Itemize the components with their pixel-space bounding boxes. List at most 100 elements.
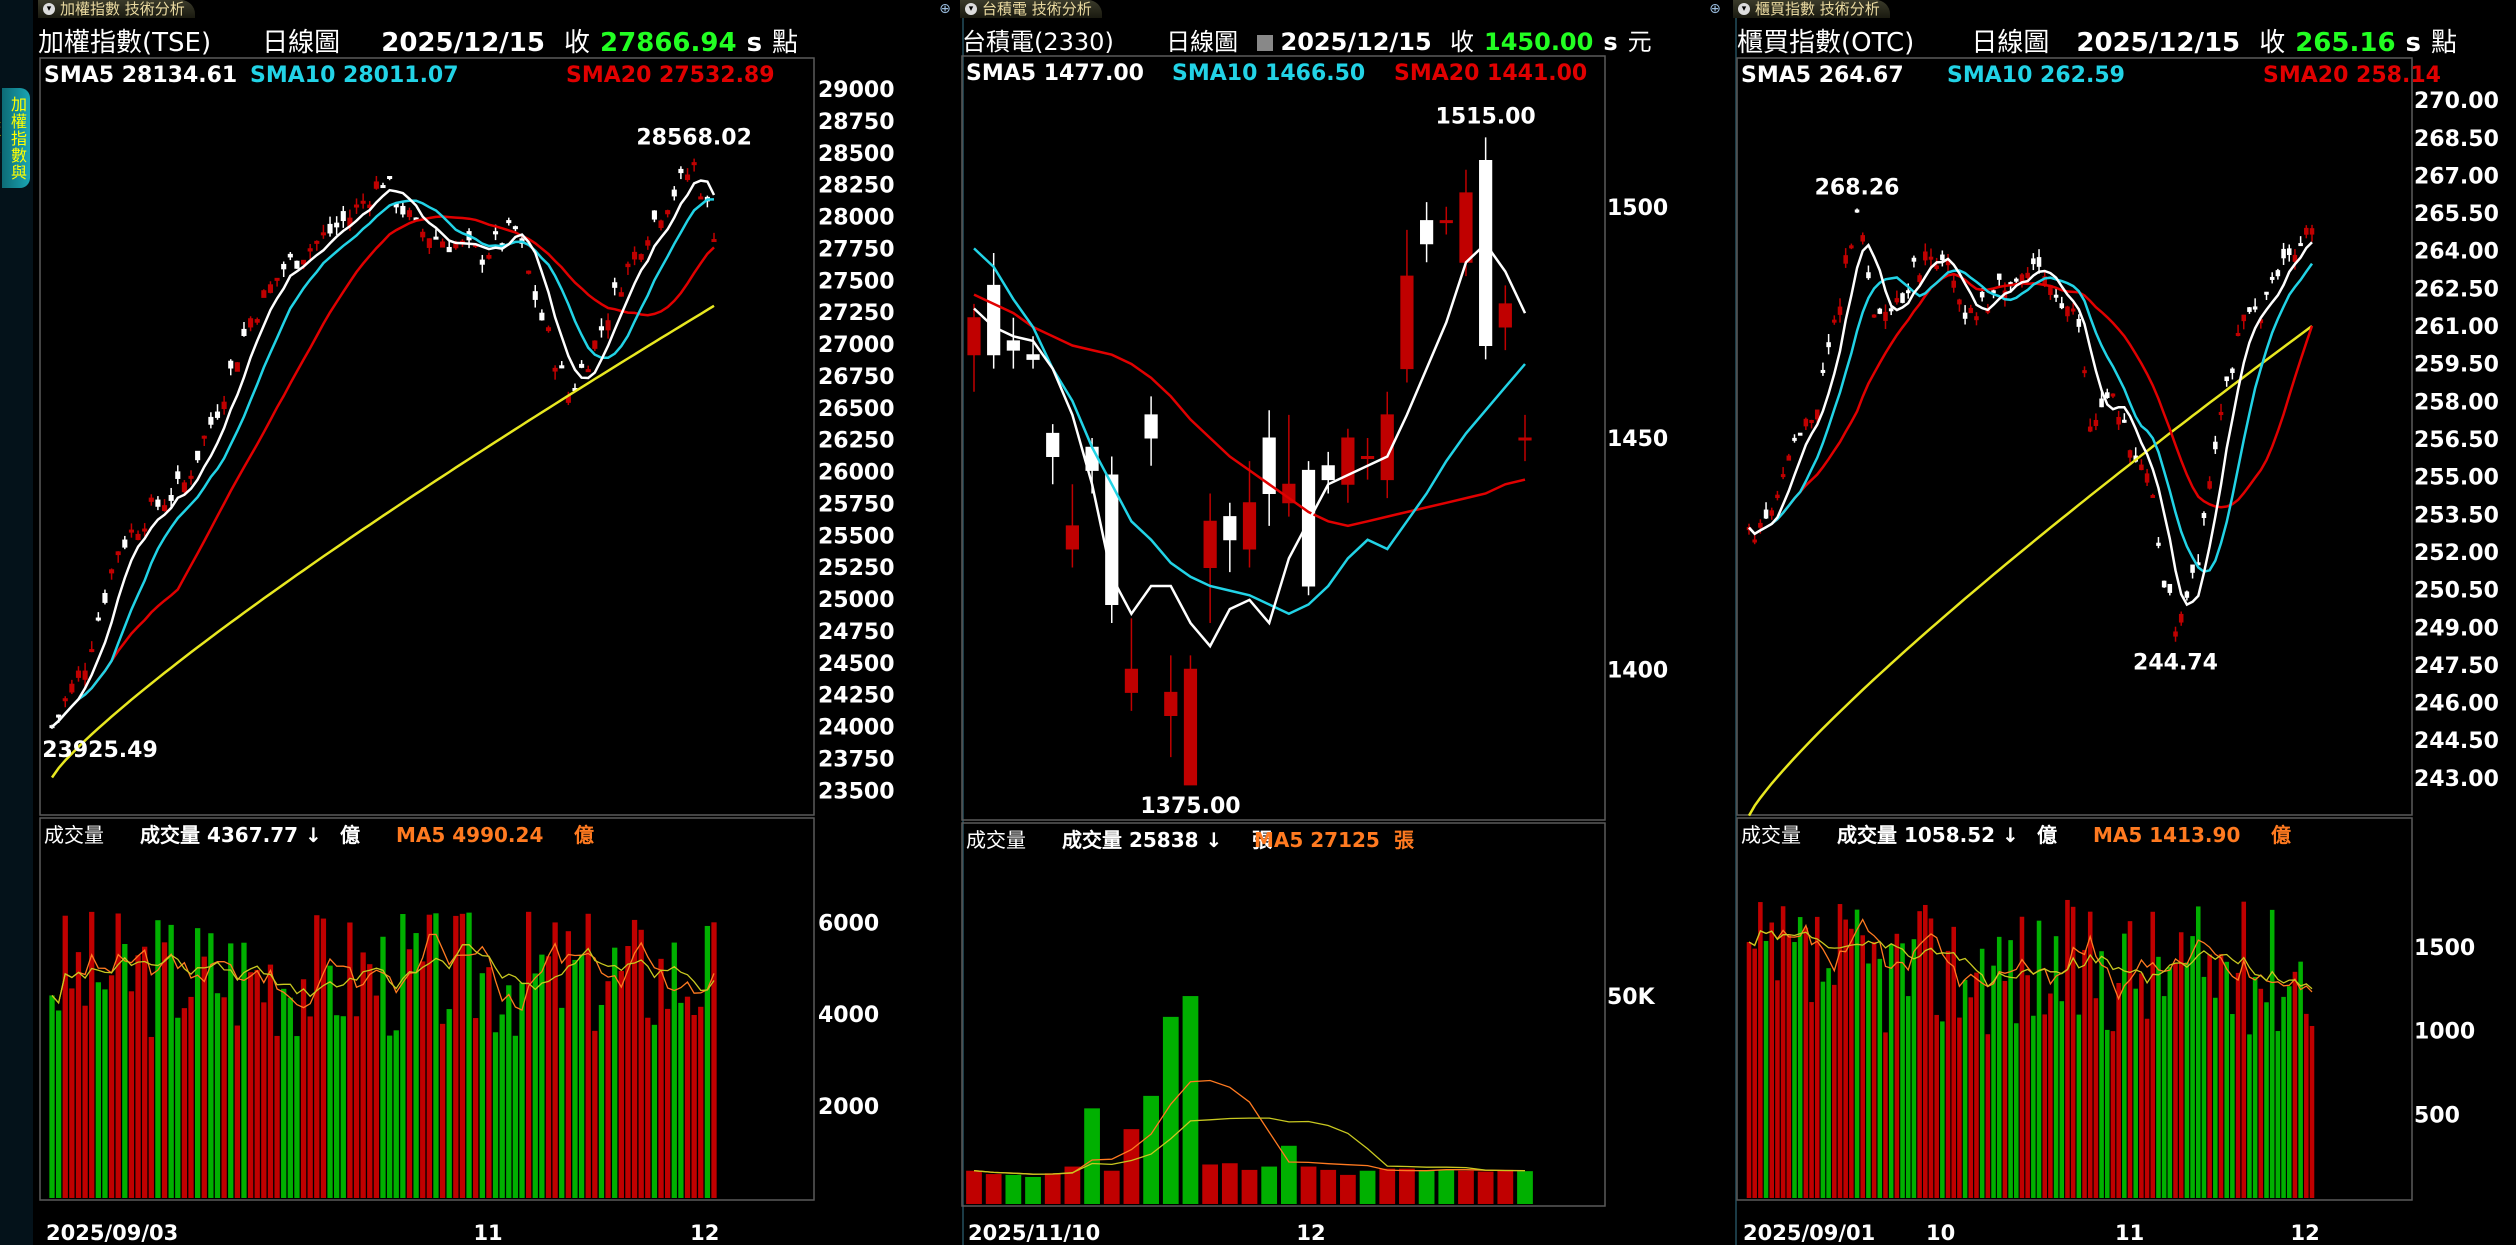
period-label[interactable]: 日線圖 [1166,28,1239,56]
candle-up [1951,280,1956,288]
volume-bar [241,942,247,1198]
candle-up [201,435,207,439]
volume-unit: 張 [1252,828,1273,852]
volume-bar [148,1036,154,1198]
volume-bar [1940,1021,1945,1198]
volume-bar [2150,911,2156,1198]
volume-bar [2042,1014,2047,1198]
volume-bar [1064,1166,1081,1204]
x-axis-label: 10 [1926,1221,1955,1245]
x-axis-label: 12 [690,1221,719,1245]
x-axis-label: 2025/09/01 [1743,1221,1875,1245]
volume-bar [2178,932,2184,1198]
y-tick-label: 28500 [818,142,895,167]
volume-bar [1957,1017,1962,1198]
panel-tab-tse[interactable]: ▾ 加權指數 技術分析 [38,0,195,18]
y-tick-label: 23500 [818,779,895,804]
candle-up [1917,275,1922,282]
sma20-line [1748,272,2314,536]
panel-tab-2330[interactable]: ▾ 台積電 技術分析 [960,0,1102,18]
y-tick-label: 267.00 [2414,164,2499,189]
volume-bar [1814,916,1820,1198]
volume-bar [386,1035,393,1198]
volume-bar [287,997,293,1198]
volume-bar [966,1170,982,1204]
sma20-legend: SMA20 1441.00 [1394,61,1587,86]
candle-up [2093,419,2099,426]
volume-bar [400,914,406,1198]
volume-bar [1752,948,1757,1198]
volume-bar [1477,1171,1494,1204]
volume-bar [1123,1129,1140,1204]
volume-bar [188,996,194,1198]
volume-ma10-line [51,944,715,1005]
candle-up [254,319,260,323]
volume-bar [1241,1169,1258,1204]
volume-bar [1968,997,1974,1198]
volume-bar [254,969,260,1198]
candle-up [1380,414,1394,481]
close-icon[interactable]: ▾ [965,3,977,15]
y-tick-label: 27250 [818,301,895,326]
price-frame [39,57,815,816]
y-tick-label: 259.50 [2414,353,2499,378]
volume-ma5-legend: MA5 1413.90 [2093,823,2240,847]
volume-unit: 億 [340,823,360,847]
volume-bar [1945,950,1951,1198]
candle-up [1957,299,1962,305]
period-label[interactable]: 日線圖 [262,28,341,58]
candle-up [2173,631,2178,637]
y-tick-label: 249.00 [2414,616,2499,641]
sidebar-vertical-tab[interactable]: 加權指數與櫃買 [0,88,30,188]
sma20-line [973,293,1526,528]
candle-down [2031,258,2036,265]
volume-bar [539,954,545,1198]
volume-bar [605,981,611,1198]
period-label[interactable]: 日線圖 [1971,28,2050,58]
zoom-icon[interactable]: ⊕ [939,1,951,17]
close-value: 1450.00 [1484,28,1594,56]
candle-down [1301,469,1316,587]
panel-tab-otc[interactable]: ▾ 櫃買指數 技術分析 [1733,0,1890,18]
candle-up [2116,416,2121,425]
volume-bar [135,955,141,1198]
volume-bar [2053,936,2059,1198]
candle-up [2065,306,2070,317]
volume-bar [2156,956,2161,1198]
candle-up [1775,494,1780,499]
sma10-legend: SMA10 1466.50 [1172,61,1365,86]
low-annotation: 23925.49 [42,738,158,763]
candle-up [1832,319,1837,323]
volume-bar [1786,934,1792,1198]
volume-bar [2076,1014,2082,1198]
candle-up [1758,522,1763,528]
volume-bar [334,1015,340,1198]
volume-bar [1883,1032,1888,1198]
volume-bar [1340,1174,1356,1204]
volume-bar [2059,1001,2065,1198]
zoom-icon[interactable]: ⊕ [1709,1,1721,17]
volume-bar [473,1018,479,1198]
candle-up [181,482,187,493]
candle-up [1923,251,1928,261]
candle-down [122,539,128,548]
candle-down [2167,583,2173,593]
volume-value: 成交量 1058.52 ↓ [1837,823,2019,847]
volume-bar [294,1036,300,1198]
unit-label: 點 [772,28,799,58]
candle-up [109,569,115,574]
close-icon[interactable]: ▾ [43,3,55,15]
volume-bar [665,1008,671,1198]
volume-bar [1792,942,1797,1198]
close-icon[interactable]: ▾ [1738,3,1750,15]
y-tick-label: 253.50 [2414,503,2499,528]
candle-down [2014,278,2019,282]
candle-up [2241,314,2247,322]
candle-up [2139,464,2144,471]
sma5-line [973,241,1527,649]
checkbox-icon[interactable] [1256,35,1273,51]
y-tick-label: 29000 [818,78,895,103]
volume-bar [261,1002,267,1198]
candle-up [1360,456,1375,459]
